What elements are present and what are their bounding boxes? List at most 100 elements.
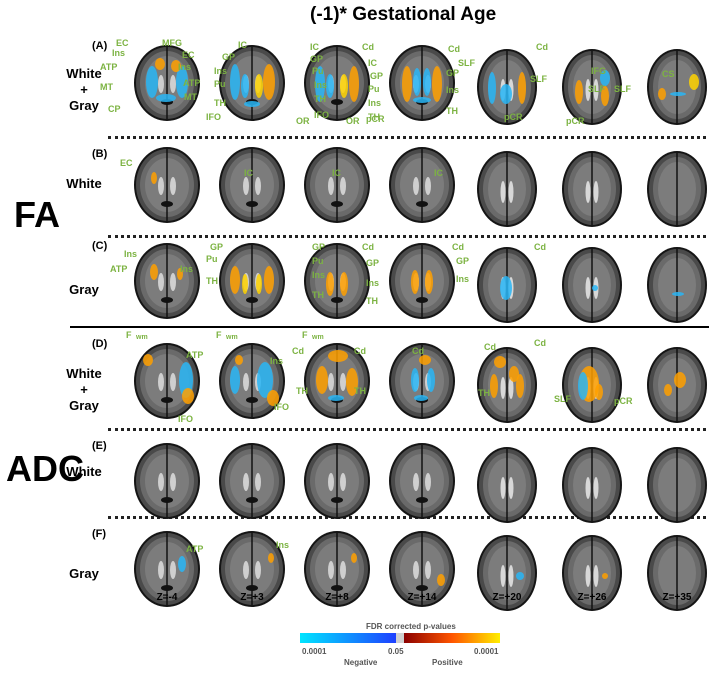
anatomical-label: GP [312, 242, 326, 252]
z-label: Z=+14 [407, 592, 437, 603]
anatomical-label: TH [368, 112, 380, 122]
panel-a: (A) [92, 40, 108, 52]
anatomical-label: TH [314, 94, 326, 104]
anatomical-label: Ins [124, 249, 138, 259]
separator-dotted [108, 136, 706, 139]
panel-e: (E) [92, 440, 107, 452]
anatomical-label: Ins [214, 66, 228, 76]
anatomical-label: Cd [484, 342, 496, 352]
anatomical-label: wm [226, 334, 238, 341]
brain-slice [555, 46, 629, 128]
row-label-b: White [66, 176, 102, 191]
brain-slice [555, 444, 629, 526]
anatomical-label: SLF [614, 84, 631, 94]
anatomical-label: IC [244, 168, 253, 178]
brain-slice [385, 440, 459, 522]
brain-slice [470, 148, 544, 230]
anatomical-label: Ins [456, 274, 470, 284]
anatomical-label: EC [182, 50, 195, 60]
anatomical-label: IC [332, 168, 341, 178]
anatomical-label: Cd [536, 42, 548, 52]
anatomical-label: OR [346, 116, 360, 126]
anatomical-label: ATP [100, 62, 118, 72]
brain-slice [640, 444, 709, 526]
z-label: Z=+20 [492, 592, 522, 603]
z-label: Z=+26 [577, 592, 607, 603]
z-label: Z=-4 [156, 592, 178, 603]
row-label-e: White [66, 464, 102, 479]
brain-slice [300, 440, 374, 522]
anatomical-label: Ins [178, 62, 192, 72]
colorbar-right-value: 0.0001 [474, 647, 499, 656]
anatomical-label: ATP [110, 264, 128, 274]
colorbar-title: FDR corrected p-values [366, 622, 456, 631]
anatomical-label: Pu [312, 256, 324, 266]
anatomical-label: ATP [186, 350, 204, 360]
anatomical-label: Cd [452, 242, 464, 252]
brain-slice [130, 144, 204, 226]
anatomical-label: Cd [534, 242, 546, 252]
brain-slice [555, 344, 629, 426]
anatomical-label: Cd [534, 338, 546, 348]
panel-c: (C) [92, 240, 108, 252]
anatomical-label: pCR [504, 112, 523, 122]
brain-slice [385, 528, 459, 610]
anatomical-label: TH [478, 388, 490, 398]
panel-f: (F) [92, 528, 107, 540]
brain-slice [555, 532, 629, 614]
brain-slice [130, 440, 204, 522]
row-label-a: White + Gray [66, 66, 102, 113]
anatomical-label: SLF [530, 74, 547, 84]
section-label-adc: ADC [6, 448, 84, 489]
anatomical-label: Ins [312, 270, 326, 280]
brain-slice [470, 344, 544, 426]
brain-slice [300, 42, 374, 124]
anatomical-label: Pu [312, 66, 324, 76]
anatomical-label: pCR [566, 116, 585, 126]
brain-slice [130, 528, 204, 610]
brain-slice [640, 46, 709, 128]
anatomical-label: MFG [162, 38, 182, 48]
anatomical-label: OR [296, 116, 310, 126]
anatomical-label: TH [296, 386, 308, 396]
anatomical-label: Cd [292, 346, 304, 356]
separator-dotted [108, 428, 706, 431]
anatomical-label: GP [456, 256, 470, 266]
brain-slice [640, 148, 709, 230]
anatomical-label: IFO [314, 110, 329, 120]
anatomical-label: Cd [448, 44, 460, 54]
anatomical-label: EC [116, 38, 129, 48]
brain-slice [385, 240, 459, 322]
anatomical-label: Ins [180, 264, 194, 274]
colorbar-mid-value: 0.05 [388, 647, 404, 656]
z-label: Z=+8 [325, 592, 349, 603]
section-label-fa: FA [14, 194, 61, 235]
brain-slice [555, 148, 629, 230]
anatomical-label: Ins [270, 356, 284, 366]
brain-slice [470, 244, 544, 326]
anatomical-label: wm [312, 334, 324, 341]
anatomical-label: Ins [276, 540, 290, 550]
anatomical-label: pCR [614, 396, 633, 406]
brain-slice [640, 532, 709, 614]
anatomical-label: IFO [274, 402, 289, 412]
colorbar-negative-label: Negative [344, 658, 378, 667]
anatomical-label: Pu [206, 254, 218, 264]
anatomical-label: Ins [368, 98, 382, 108]
anatomical-label: Pu [368, 84, 380, 94]
anatomical-label: CP [108, 104, 121, 114]
anatomical-label: GP [366, 258, 380, 268]
anatomical-label: F [302, 330, 308, 340]
brain-slice [470, 532, 544, 614]
anatomical-label: IC [310, 42, 319, 52]
anatomical-label: GP [370, 71, 384, 81]
anatomical-label: GP [210, 242, 224, 252]
anatomical-label: ATP [183, 78, 201, 88]
brain-slice [300, 528, 374, 610]
anatomical-label: EC [120, 158, 133, 168]
anatomical-label: CS [662, 69, 675, 79]
anatomical-label: Ins [366, 278, 380, 288]
anatomical-label: MT [100, 82, 113, 92]
anatomical-label: TH [366, 296, 378, 306]
brain-slice [130, 340, 204, 422]
